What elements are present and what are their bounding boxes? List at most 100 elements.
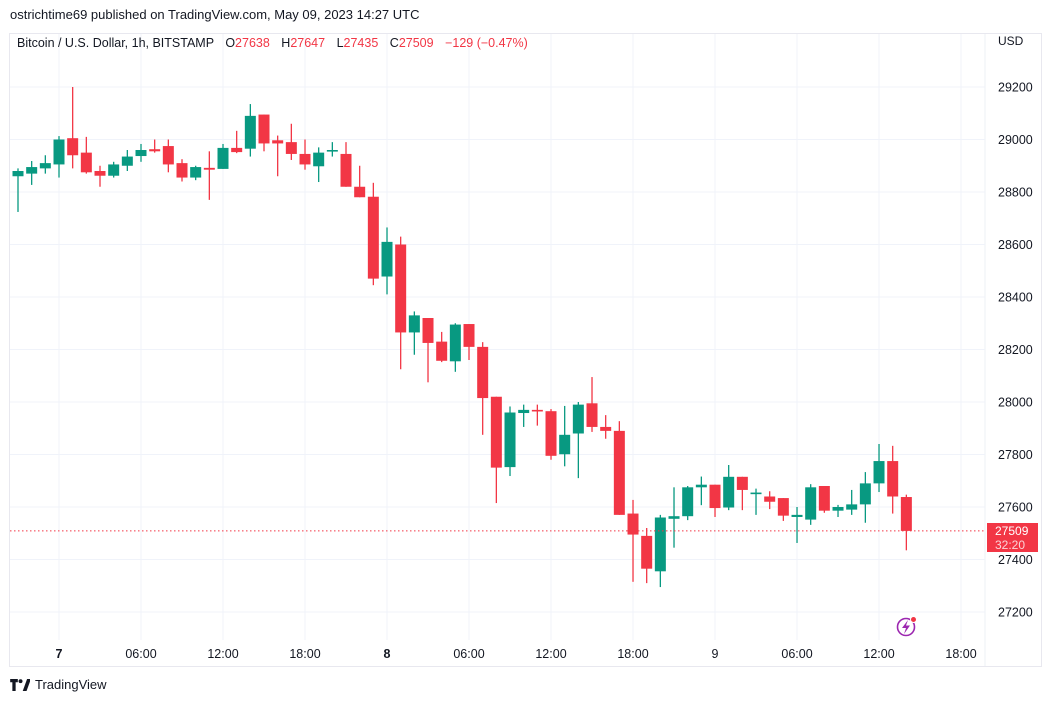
candle[interactable]	[682, 486, 694, 521]
candle[interactable]	[709, 484, 721, 517]
candle[interactable]	[340, 142, 352, 187]
candle[interactable]	[873, 444, 885, 493]
candle[interactable]	[518, 404, 530, 427]
candle[interactable]	[846, 489, 858, 515]
candle[interactable]	[299, 139, 311, 170]
candle[interactable]	[668, 487, 680, 548]
candle-body	[504, 412, 516, 468]
publish-attribution: ostrichtime69 published on TradingView.c…	[10, 7, 420, 22]
candle[interactable]	[285, 123, 297, 160]
candle[interactable]	[736, 476, 748, 511]
candle-body	[367, 196, 379, 279]
candle-body	[408, 315, 420, 333]
price-tick-label: 27800	[998, 448, 1033, 462]
candle[interactable]	[108, 161, 120, 178]
candle[interactable]	[121, 150, 133, 171]
candle[interactable]	[463, 324, 475, 360]
candle[interactable]	[326, 142, 338, 157]
candle[interactable]	[627, 499, 639, 582]
candle[interactable]	[436, 331, 448, 363]
low-value: 27435	[343, 36, 379, 50]
candle[interactable]	[900, 494, 912, 551]
candle[interactable]	[381, 227, 393, 295]
candle[interactable]	[572, 402, 584, 479]
candle[interactable]	[600, 415, 612, 439]
tradingview-logo-icon	[10, 678, 30, 691]
candle[interactable]	[162, 139, 174, 173]
candle[interactable]	[832, 504, 844, 517]
candle-body	[682, 487, 694, 517]
candle[interactable]	[654, 514, 666, 588]
candle[interactable]	[313, 147, 325, 183]
candle-body	[873, 461, 885, 484]
price-axis[interactable]: 29200 29000 28800 28600 28400 28200 28000 27800…	[998, 81, 1033, 620]
candle[interactable]	[408, 311, 420, 355]
candle[interactable]	[94, 165, 106, 187]
candle[interactable]	[422, 318, 434, 383]
candle[interactable]	[504, 406, 516, 477]
candle[interactable]	[641, 528, 653, 584]
candle[interactable]	[367, 182, 379, 286]
candle-body	[805, 487, 817, 520]
candle[interactable]	[12, 168, 24, 212]
candle[interactable]	[531, 404, 543, 426]
candle-body	[709, 484, 721, 509]
candle[interactable]	[750, 488, 762, 515]
candle[interactable]	[190, 165, 202, 181]
candle[interactable]	[53, 136, 65, 178]
candle[interactable]	[39, 155, 51, 174]
candle-body	[463, 324, 475, 347]
candle[interactable]	[203, 151, 215, 200]
candle[interactable]	[217, 143, 229, 169]
candle[interactable]	[354, 165, 366, 198]
candle[interactable]	[135, 143, 147, 162]
price-tick-label: 27400	[998, 553, 1033, 567]
candle[interactable]	[80, 136, 92, 174]
candle[interactable]	[244, 104, 256, 157]
candle[interactable]	[26, 161, 38, 185]
candle[interactable]	[490, 396, 502, 504]
candle[interactable]	[449, 323, 461, 372]
candle[interactable]	[613, 421, 625, 515]
price-tick-label: 29000	[998, 133, 1033, 147]
candle-body	[272, 140, 284, 144]
price-tick-label: 29200	[998, 81, 1033, 95]
candle-body	[750, 492, 762, 495]
lightning-alert-icon[interactable]	[896, 616, 917, 637]
time-tick-label: 18:00	[289, 647, 320, 661]
candle-body	[777, 498, 789, 516]
candle[interactable]	[818, 486, 830, 513]
change-value: −129 (−0.47%)	[445, 36, 528, 50]
symbol-legend: Bitcoin / U.S. Dollar, 1h, BITSTAMP O276…	[17, 36, 528, 50]
candle-body	[449, 324, 461, 362]
footer-brand[interactable]: TradingView	[10, 677, 107, 692]
price-tick-label: 27200	[998, 606, 1033, 620]
bar-countdown: 32:20	[995, 538, 1026, 552]
candle[interactable]	[859, 472, 871, 523]
candle[interactable]	[559, 405, 571, 467]
candle[interactable]	[67, 87, 79, 169]
time-axis[interactable]: 7 06:00 12:00 18:00 8 06:00 12:00 18:00 9 06:00 12…	[56, 647, 977, 661]
candle[interactable]	[272, 135, 284, 177]
candle[interactable]	[805, 484, 817, 525]
candle[interactable]	[231, 130, 243, 154]
candle[interactable]	[764, 491, 776, 510]
candle[interactable]	[477, 342, 489, 435]
candle[interactable]	[545, 409, 557, 460]
candle[interactable]	[149, 139, 161, 153]
candle[interactable]	[695, 476, 707, 506]
candle-body	[641, 535, 653, 569]
candle[interactable]	[176, 159, 188, 182]
candle[interactable]	[586, 377, 598, 432]
candle[interactable]	[723, 465, 735, 511]
candle-body	[26, 167, 38, 174]
candle[interactable]	[258, 114, 270, 152]
candle[interactable]	[395, 236, 407, 370]
candle-body	[285, 142, 297, 154]
candle[interactable]	[887, 445, 899, 514]
candle-body	[846, 504, 858, 510]
candle[interactable]	[777, 498, 789, 521]
candle[interactable]	[791, 507, 803, 543]
candle-body	[613, 430, 625, 515]
